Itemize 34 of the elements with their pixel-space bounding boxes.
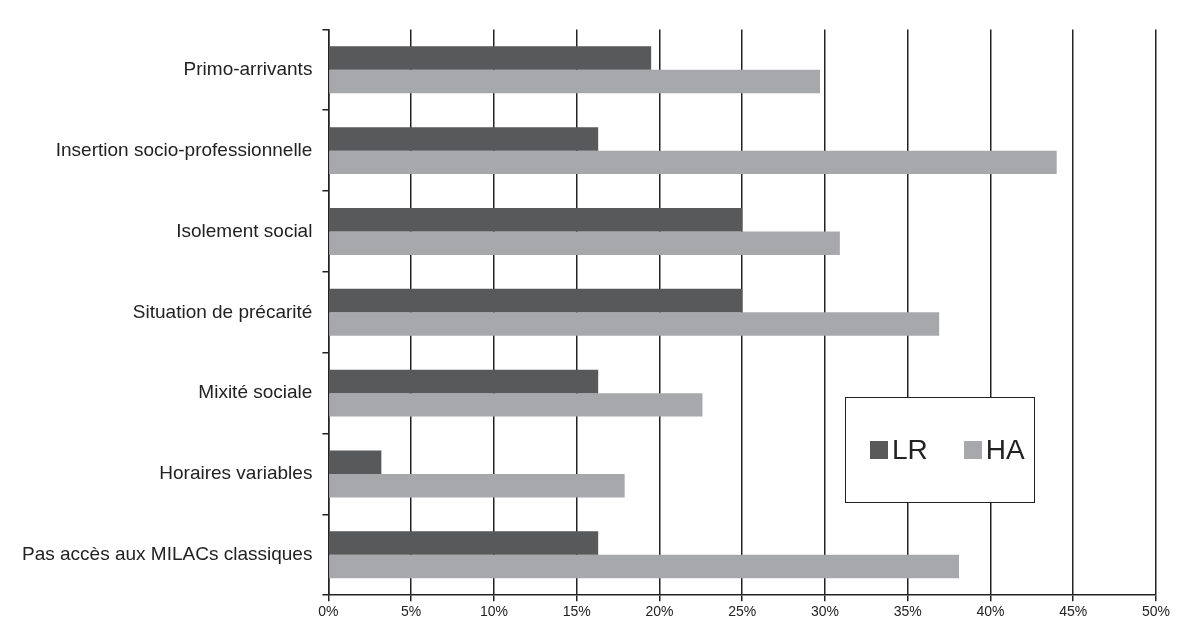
- bar: [329, 208, 743, 232]
- legend-label: LR: [892, 434, 928, 466]
- x-tick-label: 10%: [479, 603, 508, 620]
- legend-label: HA: [985, 434, 1025, 466]
- x-tick-label: 35%: [893, 603, 922, 620]
- bar: [329, 127, 599, 151]
- bar: [329, 369, 599, 394]
- bar: [329, 69, 820, 94]
- x-tick-label: 45%: [1059, 603, 1088, 620]
- bar: [329, 231, 840, 255]
- y-tick-label: Mixité sociale: [198, 381, 313, 403]
- x-tick-label: 0%: [318, 603, 339, 620]
- y-tick-label: Situation de précarité: [132, 300, 313, 322]
- y-tick-label: Horaires variables: [159, 462, 313, 484]
- y-tick-label: Isolement social: [176, 219, 313, 241]
- bar: [329, 312, 940, 336]
- bar: [329, 531, 599, 555]
- bar: [329, 46, 652, 70]
- bar: [329, 554, 960, 579]
- x-tick-label: 15%: [562, 603, 591, 620]
- bar: [329, 393, 703, 417]
- x-tick-label: 25%: [728, 603, 757, 620]
- x-tick-label: 50%: [1141, 603, 1171, 620]
- x-tick-label: 40%: [976, 603, 1005, 620]
- x-tick-label: 30%: [810, 603, 839, 620]
- y-tick-label: Primo-arrivants: [183, 58, 313, 80]
- bar: [329, 473, 625, 498]
- bar: [329, 450, 382, 474]
- y-tick-label: Insertion socio-professionnelle: [55, 138, 313, 160]
- x-tick-label: 5%: [401, 603, 422, 620]
- bar: [329, 150, 1057, 175]
- x-tick-label: 20%: [645, 603, 674, 620]
- bar: [329, 288, 743, 313]
- y-tick-label: Pas accès aux MILACs classiques: [21, 543, 313, 565]
